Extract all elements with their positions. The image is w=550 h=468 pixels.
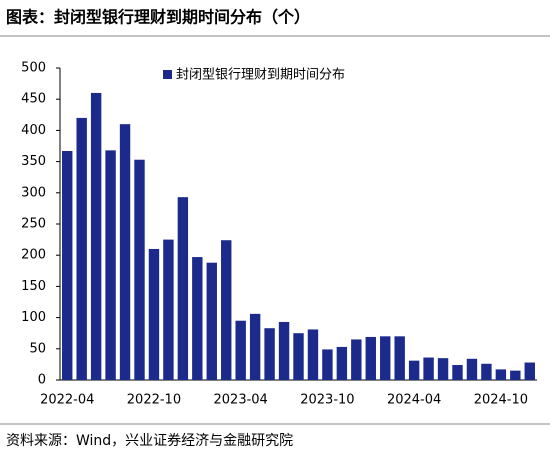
bar [408,360,420,380]
bar [466,358,478,380]
chart-title: 图表：封闭型银行理财到期时间分布（个） [6,8,310,27]
bar [365,336,376,380]
y-tick-label: 450 [21,92,46,107]
x-tick-label: 2024-10 [474,393,528,408]
bar [394,336,405,380]
y-tick-label: 300 [21,185,46,200]
bar [90,92,102,381]
bar [510,370,521,380]
legend-label: 封闭型银行理财到期时间分布 [176,68,345,83]
bar [62,150,73,380]
bar [206,262,217,380]
bar [119,124,131,380]
y-tick-label: 0 [38,373,46,388]
x-tick-label: 2022-10 [127,393,181,408]
x-tick-label: 2024-04 [387,393,441,408]
bar [278,321,290,380]
bar [336,346,348,380]
bar [163,239,174,380]
source: 资料来源：Wind，兴业证券经济与金融研究院 [6,433,293,449]
y-tick-label: 250 [21,217,46,232]
bar [105,150,116,380]
bar [351,339,362,380]
bar [134,159,145,380]
bar [148,248,160,380]
x-tick-label: 2022-04 [40,393,94,408]
bar [481,363,492,380]
bar [423,357,434,380]
bar [264,328,275,380]
x-tick-label: 2023-04 [214,393,268,408]
x-tick-label: 2023-10 [300,393,354,408]
y-tick-label: 150 [21,279,46,294]
y-tick-label: 100 [21,310,46,325]
bar [221,240,232,380]
bar [380,336,391,380]
y-tick-label: 50 [29,341,46,356]
y-tick-label: 500 [21,61,46,76]
y-tick-label: 350 [21,154,46,169]
bar [293,333,304,380]
bar [307,329,319,380]
bar [437,358,449,380]
bar [524,362,535,380]
bar [452,365,463,380]
bar [177,197,189,380]
bar [235,320,246,380]
bar [495,369,507,380]
y-tick-label: 200 [21,248,46,263]
bar [249,313,261,380]
bar [322,349,333,380]
bar [76,117,87,381]
legend-swatch [163,70,172,79]
y-tick-label: 400 [21,123,46,138]
bar [192,257,203,380]
